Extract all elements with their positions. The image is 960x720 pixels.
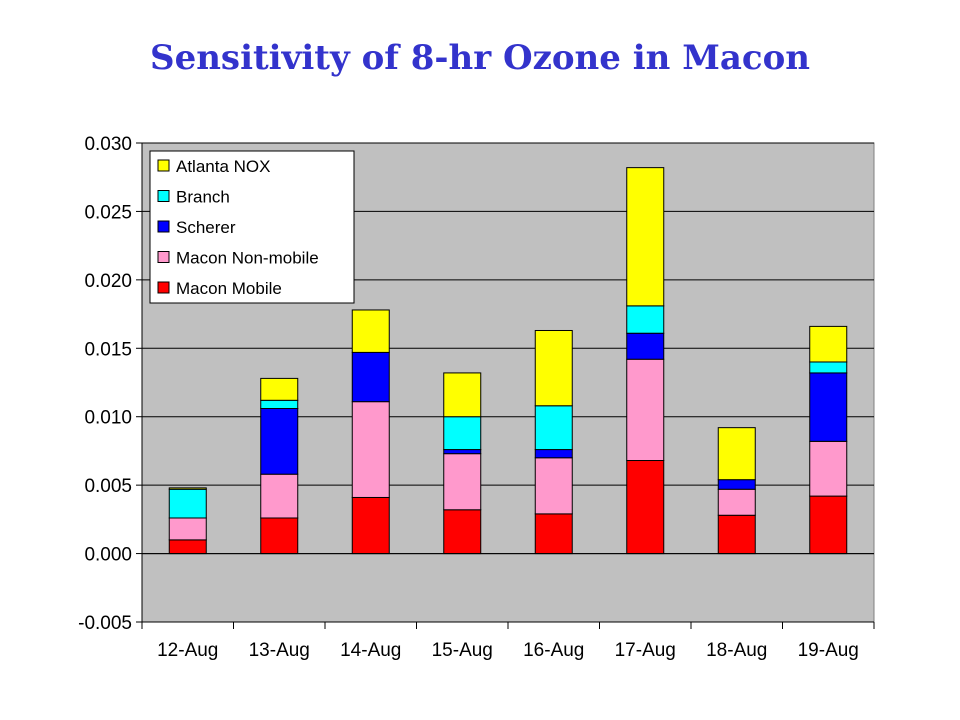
bar-18-Aug-scherer	[717, 479, 756, 490]
y-tick-label: 0.015	[84, 339, 132, 360]
bar-19-Aug-scherer	[809, 372, 848, 442]
bars	[168, 167, 848, 555]
bar-19-Aug-atlanta-nox	[809, 325, 848, 363]
x-tick-label: 19-Aug	[798, 640, 859, 661]
bar-13-Aug-scherer	[260, 408, 299, 475]
bar-18-Aug-macon-mobile	[717, 514, 756, 555]
y-tick-label: 0.030	[84, 134, 132, 155]
bar-15-Aug-scherer	[443, 449, 482, 455]
bar-17-Aug-branch	[626, 305, 665, 334]
bar-17-Aug-macon-non-mobile	[626, 358, 665, 462]
y-tick-labels: -0.005 0.000 0.005 0.010 0.015 0.020 0.025 0.03…	[78, 134, 132, 634]
legend-label: Branch	[176, 188, 230, 207]
legend-swatch	[157, 251, 170, 263]
bar-14-Aug-macon-mobile	[351, 496, 390, 555]
bar-19-Aug-macon-non-mobile	[809, 440, 848, 497]
bar-17-Aug-scherer	[626, 332, 665, 360]
axes	[136, 142, 875, 629]
bar-15-Aug-macon-mobile	[443, 509, 482, 555]
bar-16-Aug-macon-mobile	[534, 513, 573, 555]
legend: Atlanta NOX Branch Scherer Macon Non-mobile…	[149, 150, 355, 304]
bar-19-Aug-macon-mobile	[809, 495, 848, 555]
bar-12-Aug-macon-non-mobile	[168, 517, 207, 541]
x-tick-label: 17-Aug	[615, 640, 676, 661]
x-tick-label: 14-Aug	[340, 640, 401, 661]
bar-15-Aug-branch	[443, 416, 482, 451]
y-tick-label: 0.025	[84, 202, 132, 223]
y-tick-label: 0.000	[84, 545, 132, 566]
bar-12-Aug-atlanta-nox	[168, 487, 207, 490]
bar-16-Aug-scherer	[534, 449, 573, 459]
bar-17-Aug-macon-mobile	[626, 460, 665, 555]
y-tick-label: 0.005	[84, 476, 132, 497]
bar-14-Aug-macon-non-mobile	[351, 401, 390, 498]
legend-swatch	[157, 281, 170, 294]
chart-title: Sensitivity of 8-hr Ozone in Macon	[150, 38, 810, 78]
bar-13-Aug-branch	[260, 399, 299, 410]
bar-13-Aug-atlanta-nox	[260, 377, 299, 401]
legend-label: Macon Mobile	[176, 279, 282, 298]
bar-19-Aug-branch	[809, 361, 848, 374]
bar-12-Aug-macon-mobile	[168, 539, 207, 555]
legend-swatch	[157, 220, 170, 233]
y-tick-label: 0.010	[84, 408, 132, 429]
bar-13-Aug-macon-mobile	[260, 517, 299, 555]
legend-box	[149, 150, 355, 304]
y-tick-label: -0.005	[78, 613, 132, 634]
bar-15-Aug-atlanta-nox	[443, 372, 482, 418]
bar-17-Aug-atlanta-nox	[626, 167, 665, 307]
bar-16-Aug-macon-non-mobile	[534, 457, 573, 515]
bar-14-Aug-scherer	[351, 351, 390, 403]
x-tick-label: 16-Aug	[523, 640, 584, 661]
bar-18-Aug-macon-non-mobile	[717, 488, 756, 516]
x-tick-label: 13-Aug	[249, 640, 310, 661]
legend-label: Scherer	[176, 218, 236, 237]
x-tick-label: 18-Aug	[706, 640, 767, 661]
bar-14-Aug-atlanta-nox	[351, 309, 390, 353]
bar-13-Aug-macon-non-mobile	[260, 473, 299, 519]
bar-18-Aug-atlanta-nox	[717, 427, 756, 481]
bar-16-Aug-atlanta-nox	[534, 329, 573, 407]
x-tick-labels: 12-Aug 13-Aug 14-Aug 15-Aug 16-Aug 17-Aug 18-A…	[157, 640, 859, 661]
y-tick-label: 0.020	[84, 271, 132, 292]
legend-swatch	[157, 190, 170, 202]
bar-16-Aug-branch	[534, 405, 573, 451]
legend-label: Atlanta NOX	[176, 157, 271, 176]
legend-swatch	[157, 159, 170, 172]
x-tick-label: 15-Aug	[432, 640, 493, 661]
bar-12-Aug-branch	[168, 488, 207, 519]
x-tick-label: 12-Aug	[157, 640, 218, 661]
legend-label: Macon Non-mobile	[176, 249, 319, 268]
bar-15-Aug-macon-non-mobile	[443, 453, 482, 511]
